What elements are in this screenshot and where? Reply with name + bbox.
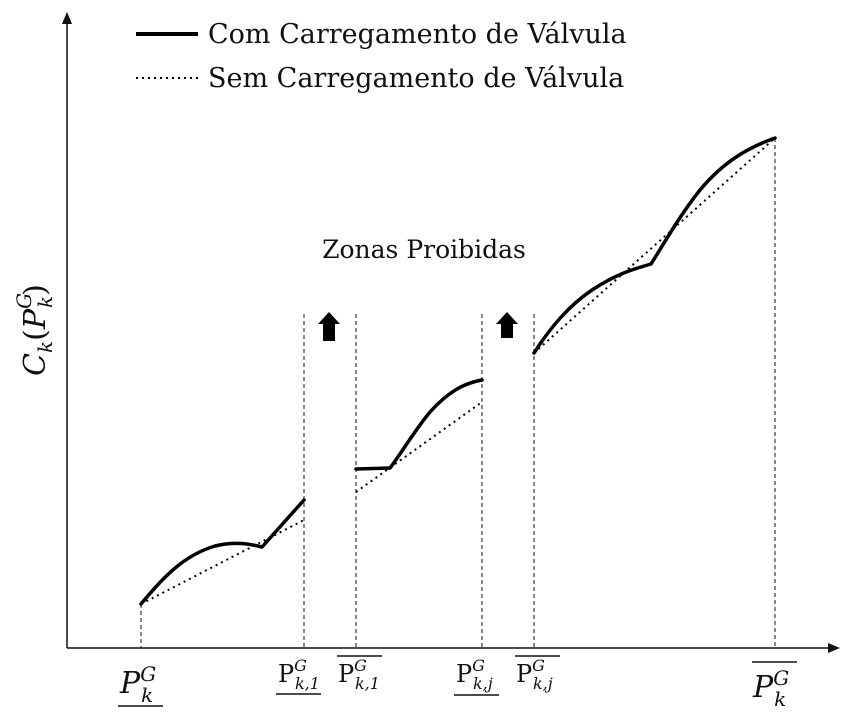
curve-without-valve bbox=[140, 137, 776, 605]
forbidden-zones-label: Zonas Proibidas bbox=[322, 235, 526, 264]
svg-text:PGk: PG k bbox=[752, 666, 789, 711]
solid-segment-1 bbox=[139, 498, 306, 606]
dotted-segment-2 bbox=[355, 401, 483, 493]
dotted-segment-1 bbox=[140, 519, 305, 605]
svg-text:PGk: PG k bbox=[119, 662, 156, 707]
legend-with-valve-label: Com Carregamento de Válvula bbox=[208, 19, 627, 50]
svg-text:Ck(PGk): Ck(PGk) bbox=[12, 284, 57, 376]
x-tick-pmax: PG k bbox=[752, 661, 797, 711]
x-tick-zone1-lower: PG k,1 bbox=[276, 656, 321, 695]
curve-with-valve bbox=[139, 136, 777, 606]
dotted-segment-3 bbox=[533, 137, 776, 354]
solid-segment-3 bbox=[532, 136, 777, 355]
up-arrow-icon bbox=[318, 312, 340, 341]
svg-text:PGk,1: PG k,1 bbox=[278, 656, 320, 693]
y-axis-label: Ck(PGk) bbox=[12, 284, 57, 376]
x-tick-pmin: PG k bbox=[118, 662, 163, 707]
legend: Com Carregamento de Válvula Sem Carregam… bbox=[136, 19, 627, 94]
svg-text:PGk,j: PG k,j bbox=[516, 656, 553, 693]
x-tick-zone1-upper: PG k,1 bbox=[337, 655, 382, 693]
x-tick-zonej-lower: PG k,j bbox=[454, 656, 499, 696]
solid-segment-2 bbox=[354, 378, 484, 471]
up-arrow-icon bbox=[496, 312, 518, 338]
svg-text:PGk,j: PG k,j bbox=[456, 656, 493, 693]
x-tick-zonej-upper: PG k,j bbox=[515, 655, 560, 693]
svg-text:PGk,1: PG k,1 bbox=[338, 656, 380, 693]
legend-without-valve-label: Sem Carregamento de Válvula bbox=[208, 63, 624, 94]
